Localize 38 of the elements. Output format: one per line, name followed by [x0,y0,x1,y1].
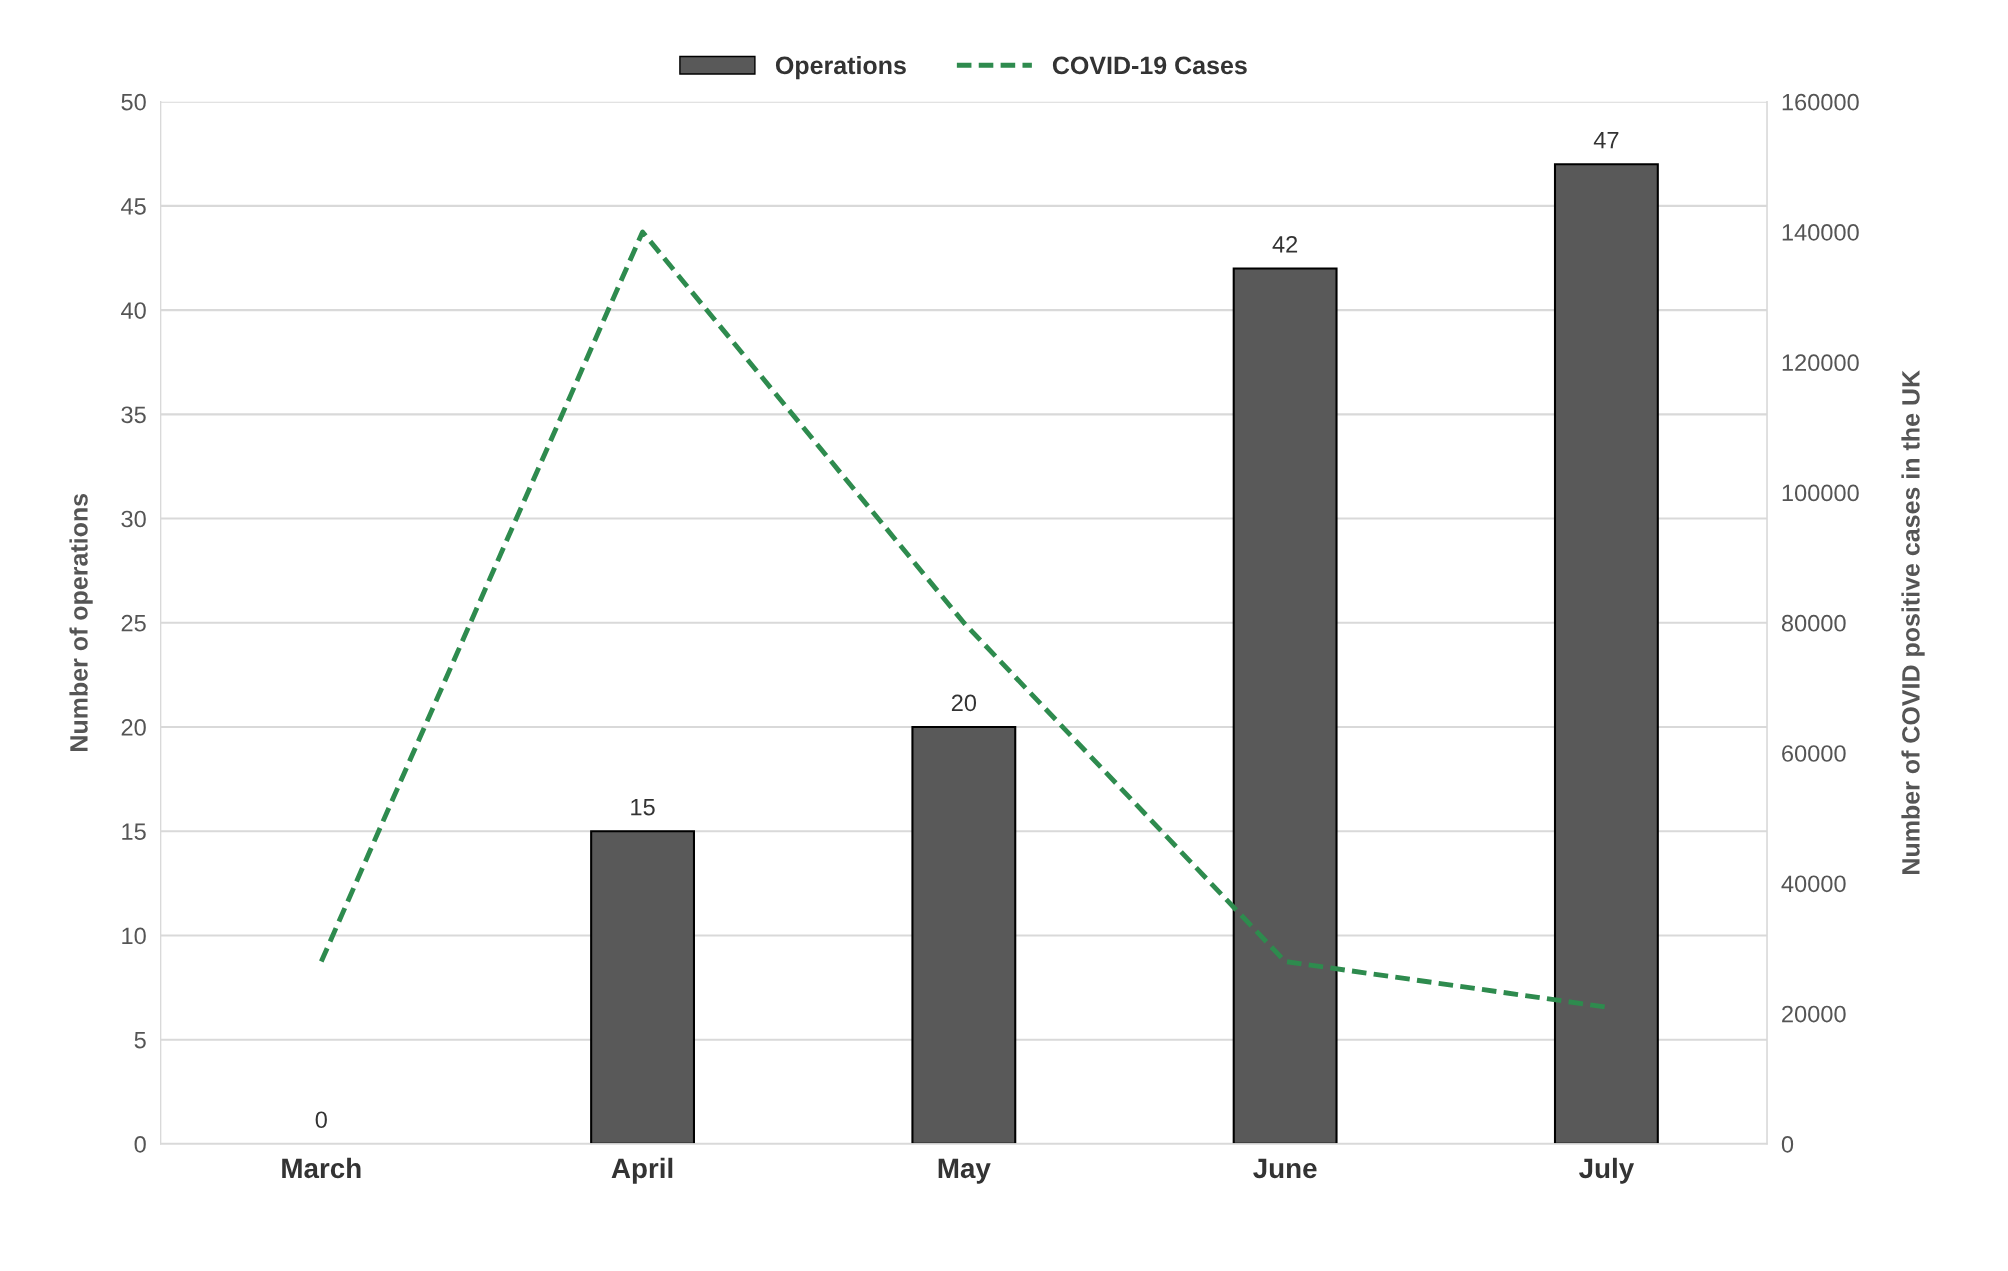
y-tick-label: 50 [121,93,146,111]
bar [911,725,1017,1144]
y-tick-label: 10 [122,927,146,945]
y2-tick-label: 40000 [1781,875,1846,893]
y2-tick-label: 20000 [1782,1005,1846,1023]
y-tick-label: 15 [122,823,146,841]
data-label: 47 [1593,131,1619,149]
data-label: 0 [315,1111,327,1129]
y-tick-label: 45 [121,198,146,215]
y2-tick-label: 160000 [1782,93,1859,111]
y-tick-label: 30 [121,510,146,528]
y-tick-label: 25 [121,614,146,632]
x-tick-label: July [1579,1157,1635,1184]
x-tick-label: June [1253,1158,1317,1179]
data-label: 20 [951,694,977,712]
y2-tick-label: 0 [1781,1135,1794,1153]
y2-tick-label: 100000 [1782,484,1859,502]
x-tick-label: April [611,1157,673,1184]
y-tick-label: 5 [134,1031,146,1049]
data-label: 42 [1272,235,1298,253]
y-tick-label: 20 [121,719,146,736]
y2-tick-label: 120000 [1782,354,1859,372]
legend-label: Operations [775,55,906,80]
y2-axis-title: Number of COVID positive cases in the UK [1901,370,1925,874]
y-tick-label: 40 [121,302,146,319]
y-tick-label: 0 [134,1135,146,1153]
data-label: 15 [631,798,655,816]
x-tick-label: March [282,1157,361,1179]
y2-tick-label: 140000 [1782,224,1859,241]
y2-tick-label: 80000 [1781,614,1846,632]
bar [1553,163,1659,1144]
bar [590,830,695,1144]
y-tick-label: 35 [121,406,146,424]
y2-tick-label: 60000 [1782,745,1846,762]
bar [1232,267,1338,1144]
y-axis-title: Number of operations [69,493,93,751]
x-tick-label: May [938,1158,991,1184]
legend-label: COVID-19 Cases [1052,56,1247,75]
